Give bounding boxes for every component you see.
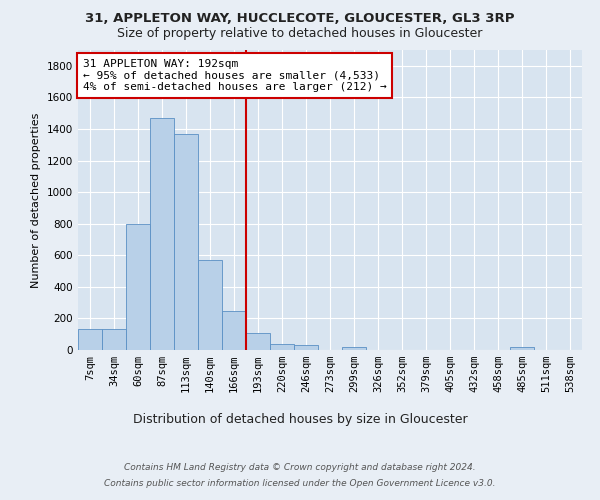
Text: 31, APPLETON WAY, HUCCLECOTE, GLOUCESTER, GL3 3RP: 31, APPLETON WAY, HUCCLECOTE, GLOUCESTER… — [85, 12, 515, 26]
Bar — [510, 347, 534, 350]
Bar — [150, 118, 174, 350]
Text: Distribution of detached houses by size in Gloucester: Distribution of detached houses by size … — [133, 412, 467, 426]
Bar — [222, 310, 246, 350]
Bar — [78, 330, 102, 350]
Bar — [342, 347, 366, 350]
Bar — [270, 344, 294, 350]
Text: 31 APPLETON WAY: 192sqm
← 95% of detached houses are smaller (4,533)
4% of semi-: 31 APPLETON WAY: 192sqm ← 95% of detache… — [83, 59, 387, 92]
Bar — [246, 332, 270, 350]
Bar — [294, 346, 318, 350]
Bar — [102, 330, 126, 350]
Text: Contains HM Land Registry data © Crown copyright and database right 2024.: Contains HM Land Registry data © Crown c… — [124, 464, 476, 472]
Bar — [174, 134, 198, 350]
Text: Contains public sector information licensed under the Open Government Licence v3: Contains public sector information licen… — [104, 478, 496, 488]
Bar — [198, 260, 222, 350]
Y-axis label: Number of detached properties: Number of detached properties — [31, 112, 41, 288]
Text: Size of property relative to detached houses in Gloucester: Size of property relative to detached ho… — [118, 28, 482, 40]
Bar — [126, 224, 150, 350]
